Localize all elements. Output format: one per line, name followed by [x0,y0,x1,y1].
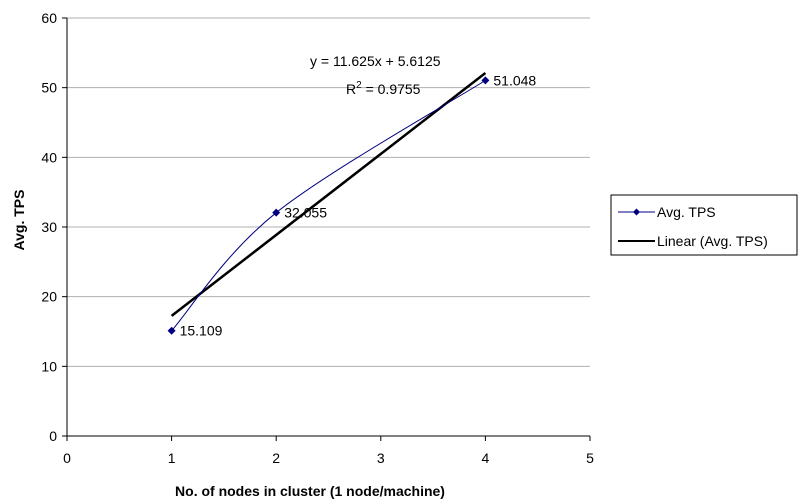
legend-series-marker [633,208,640,216]
series [167,76,490,335]
trendline-line [170,71,487,317]
trendline-equation: y = 11.625x + 5.6125 R2 = 0.9755 [310,53,441,97]
x-tick-label: 4 [482,450,490,466]
data-point-marker [481,76,490,85]
x-axis-title: No. of nodes in cluster (1 node/machine) [175,483,445,499]
r-squared-text: R2 = 0.9755 [346,80,421,97]
data-point-label: 15.109 [180,323,223,339]
trendline [170,71,487,317]
legend: Avg. TPS Linear (Avg. TPS) [610,194,798,256]
x-tick-label: 3 [377,450,385,466]
tick-labels: 0 10 20 30 40 50 60 0 1 2 3 4 5 [41,10,594,466]
data-labels: 15.109 32.055 51.048 [180,72,537,338]
series-line [171,79,486,332]
y-axis-title: Avg. TPS [11,190,27,251]
y-tick-label: 50 [41,80,57,96]
data-point-marker [167,326,176,335]
x-tick-label: 0 [63,450,71,466]
data-point-label: 51.048 [493,72,536,88]
data-point-marker [272,208,281,217]
legend-trendline-label: Linear (Avg. TPS) [657,233,768,249]
legend-series-label: Avg. TPS [657,204,716,220]
y-tick-label: 10 [41,358,57,374]
y-tick-label: 40 [41,149,57,165]
y-tick-label: 20 [41,289,57,305]
legend-box [610,194,798,256]
axes [62,17,591,441]
x-tick-label: 2 [272,450,280,466]
y-tick-label: 30 [41,219,57,235]
gridlines [67,17,590,367]
y-tick-label: 60 [41,10,57,26]
trendline-equation-text: y = 11.625x + 5.6125 [310,53,441,69]
x-tick-label: 1 [168,450,176,466]
y-tick-label: 0 [49,428,57,444]
x-tick-label: 5 [586,450,594,466]
data-point-label: 32.055 [284,205,327,221]
